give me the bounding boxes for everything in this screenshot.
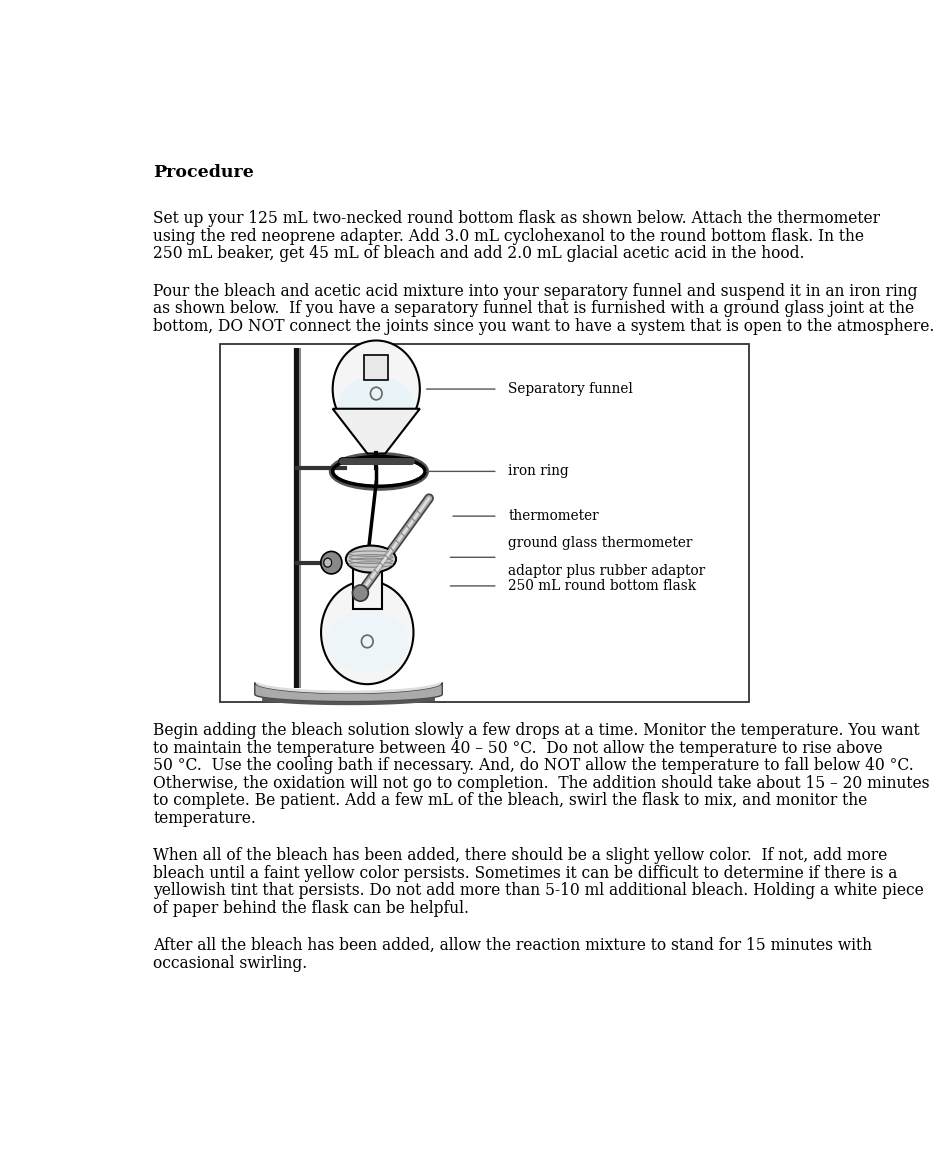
Text: Pour the bleach and acetic acid mixture into your separatory funnel and suspend : Pour the bleach and acetic acid mixture … <box>153 283 918 300</box>
Text: thermometer: thermometer <box>508 509 598 523</box>
Bar <box>353 561 381 610</box>
Ellipse shape <box>324 558 331 568</box>
Text: bottom, DO NOT connect the joints since you want to have a system that is open t: bottom, DO NOT connect the joints since … <box>153 318 935 335</box>
Text: using the red neoprene adapter. Add 3.0 mL cyclohexanol to the round bottom flas: using the red neoprene adapter. Add 3.0 … <box>153 228 864 245</box>
Polygon shape <box>332 409 420 453</box>
Ellipse shape <box>339 376 413 430</box>
Polygon shape <box>257 682 441 694</box>
Ellipse shape <box>321 580 413 684</box>
Ellipse shape <box>327 611 408 673</box>
Text: After all the bleach has been added, allow the reaction mixture to stand for 15 : After all the bleach has been added, all… <box>153 937 872 954</box>
Text: iron ring: iron ring <box>508 465 569 479</box>
Text: Begin adding the bleach solution slowly a few drops at a time. Monitor the tempe: Begin adding the bleach solution slowly … <box>153 722 919 739</box>
Text: adaptor plus rubber adaptor: adaptor plus rubber adaptor <box>508 564 705 578</box>
Text: 50 °C.  Use the cooling bath if necessary. And, do NOT allow the temperature to : 50 °C. Use the cooling bath if necessary… <box>153 757 914 774</box>
Text: as shown below.  If you have a separatory funnel that is furnished with a ground: as shown below. If you have a separatory… <box>153 300 914 318</box>
Text: ground glass thermometer: ground glass thermometer <box>508 536 693 550</box>
Bar <box>364 355 388 381</box>
Text: Otherwise, the oxidation will not go to completion.  The addition should take ab: Otherwise, the oxidation will not go to … <box>153 774 930 792</box>
Text: When all of the bleach has been added, there should be a slight yellow color.  I: When all of the bleach has been added, t… <box>153 847 887 864</box>
Text: Set up your 125 mL two-necked round bottom flask as shown below. Attach the ther: Set up your 125 mL two-necked round bott… <box>153 210 880 228</box>
Polygon shape <box>262 697 435 705</box>
Text: yellowish tint that persists. Do not add more than 5-10 ml additional bleach. Ho: yellowish tint that persists. Do not add… <box>153 882 924 899</box>
Text: of paper behind the flask can be helpful.: of paper behind the flask can be helpful… <box>153 899 469 917</box>
Ellipse shape <box>346 545 396 572</box>
Text: to complete. Be patient. Add a few mL of the bleach, swirl the flask to mix, and: to complete. Be patient. Add a few mL of… <box>153 792 868 809</box>
Ellipse shape <box>352 585 368 602</box>
Polygon shape <box>255 682 443 702</box>
Text: Procedure: Procedure <box>153 164 254 181</box>
Text: occasional swirling.: occasional swirling. <box>153 954 308 972</box>
Text: 250 mL beaker, get 45 mL of bleach and add 2.0 mL glacial acetic acid in the hoo: 250 mL beaker, get 45 mL of bleach and a… <box>153 245 804 263</box>
Text: temperature.: temperature. <box>153 809 256 827</box>
Text: to maintain the temperature between 40 – 50 °C.  Do not allow the temperature to: to maintain the temperature between 40 –… <box>153 739 883 757</box>
Text: bleach until a faint yellow color persists. Sometimes it can be difficult to det: bleach until a faint yellow color persis… <box>153 864 898 882</box>
Ellipse shape <box>321 551 342 573</box>
Bar <box>221 345 749 702</box>
Text: 250 mL round bottom flask: 250 mL round bottom flask <box>508 579 697 593</box>
Text: Separatory funnel: Separatory funnel <box>508 382 633 396</box>
Ellipse shape <box>332 341 420 438</box>
